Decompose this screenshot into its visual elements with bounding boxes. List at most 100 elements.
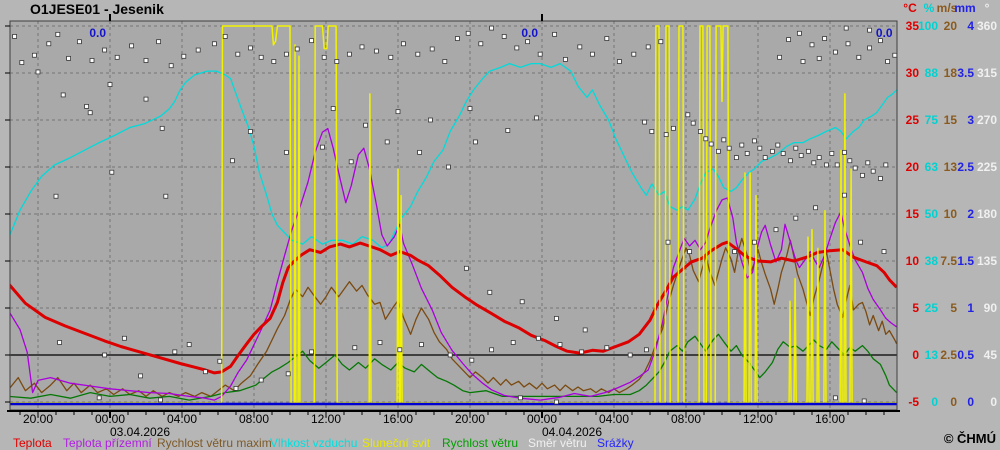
- wind-direction-dot: [89, 58, 95, 63]
- wind-direction-dot: [793, 145, 799, 151]
- wind-direction-dot: [96, 395, 102, 401]
- wind-direction-dot: [708, 141, 714, 147]
- copyright-label: © ČHMÚ: [943, 431, 996, 446]
- wind-direction-dot: [445, 164, 451, 170]
- wind-direction-dot: [32, 52, 37, 58]
- wind-direction-dot: [842, 149, 847, 155]
- wind-direction-dot: [554, 399, 559, 405]
- wind-direction-dot: [716, 148, 721, 154]
- wind-direction-dot: [878, 176, 883, 181]
- wind-direction-dot: [60, 92, 66, 98]
- wind-direction-dot: [55, 31, 61, 37]
- wind-direction-dot: [156, 39, 162, 45]
- wind-direction-dot: [463, 265, 469, 271]
- wind-direction-dot: [321, 54, 327, 60]
- series-humidity: [10, 62, 897, 249]
- wind-direction-dot: [102, 47, 107, 53]
- wind-direction-dot: [388, 54, 394, 60]
- wind-direction-dot: [883, 162, 889, 168]
- wind-direction-dot: [579, 349, 584, 355]
- wind-direction-dot: [447, 352, 453, 358]
- wind-direction-dot: [418, 342, 424, 347]
- wind-direction-dot: [773, 227, 779, 233]
- wind-direction-dot: [12, 34, 17, 39]
- wind-direction-dot: [168, 63, 174, 69]
- wind-direction-dot: [858, 239, 863, 245]
- wind-direction-dot: [510, 340, 516, 345]
- wind-direction-dot: [645, 44, 651, 50]
- wind-direction-dot: [247, 129, 253, 134]
- wind-direction-dot: [514, 45, 520, 51]
- wind-direction-dot: [604, 36, 610, 41]
- wind-direction-dot: [757, 145, 763, 151]
- wind-direction-dot: [627, 352, 633, 358]
- wind-direction-dot: [604, 345, 610, 351]
- wind-direction-dot: [813, 205, 818, 211]
- wind-direction-dot: [860, 172, 865, 178]
- wind-direction-dot: [867, 27, 872, 33]
- wind-direction-dot: [384, 139, 390, 145]
- wind-direction-dot: [644, 347, 649, 353]
- wind-direction-dot: [465, 30, 471, 36]
- wind-direction-dot: [744, 151, 750, 156]
- wind-direction-dot: [861, 398, 867, 404]
- wind-direction-dot: [788, 158, 793, 164]
- wind-direction-dot: [777, 54, 782, 60]
- wind-direction-dot: [157, 397, 163, 403]
- wind-direction-dot: [186, 342, 192, 347]
- wind-direction-dot: [352, 345, 358, 351]
- wind-direction-dot: [258, 377, 264, 383]
- wind-direction-dot: [518, 395, 523, 401]
- wind-direction-dot: [519, 299, 525, 305]
- wind-direction-dot: [505, 128, 511, 133]
- wind-direction-dot: [283, 51, 289, 57]
- wind-direction-dot: [816, 155, 822, 161]
- wind-direction-dot: [806, 148, 811, 154]
- wind-direction-dot: [809, 42, 815, 48]
- wind-direction-dot: [46, 41, 52, 47]
- wind-direction-dot: [665, 239, 671, 245]
- wind-direction-dot: [833, 49, 838, 55]
- wind-direction-dot: [202, 369, 208, 375]
- wind-direction-dot: [35, 69, 41, 75]
- wind-direction-dot: [671, 125, 676, 131]
- wind-direction-dot: [780, 151, 786, 156]
- wind-direction-dot: [84, 104, 89, 109]
- wind-direction-dot: [770, 148, 775, 154]
- wind-direction-dot: [833, 395, 838, 401]
- wind-direction-dot: [109, 169, 115, 175]
- wind-direction-dot: [845, 41, 851, 47]
- wind-direction-dot: [417, 149, 423, 155]
- wind-direction-dot: [552, 31, 557, 37]
- wind-direction-dot: [330, 106, 336, 111]
- wind-direction-dot: [114, 54, 120, 60]
- wind-direction-dot: [822, 36, 827, 41]
- wind-direction-dot: [734, 155, 739, 161]
- wind-direction-dot: [834, 162, 840, 168]
- wind-direction-dot: [159, 125, 165, 131]
- wind-direction-dot: [489, 25, 495, 31]
- wind-direction-dot: [472, 139, 478, 145]
- wind-direction-dot: [66, 55, 71, 61]
- wind-direction-dot: [469, 357, 475, 363]
- wind-direction-dot: [642, 119, 647, 125]
- wind-direction-dot: [703, 136, 709, 142]
- wind-direction-dot: [797, 30, 802, 36]
- wind-direction-dot: [847, 158, 853, 164]
- wind-direction-dot: [501, 34, 507, 39]
- wind-direction-dot: [442, 59, 448, 64]
- wind-direction-dot: [752, 239, 757, 245]
- wind-direction-dot: [222, 34, 228, 39]
- wind-direction-dot: [107, 82, 113, 87]
- wind-direction-dot: [582, 327, 588, 333]
- wind-direction-dot: [309, 349, 315, 355]
- wind-direction-dot: [816, 55, 822, 61]
- wind-direction-dot: [454, 36, 460, 41]
- series-temp: [10, 240, 897, 375]
- wind-direction-dot: [658, 39, 664, 45]
- wind-direction-dot: [77, 39, 82, 45]
- wind-direction-dot: [271, 59, 277, 64]
- wind-direction-dot: [478, 41, 484, 47]
- wind-direction-dot: [235, 51, 241, 57]
- wind-direction-dot: [467, 106, 473, 111]
